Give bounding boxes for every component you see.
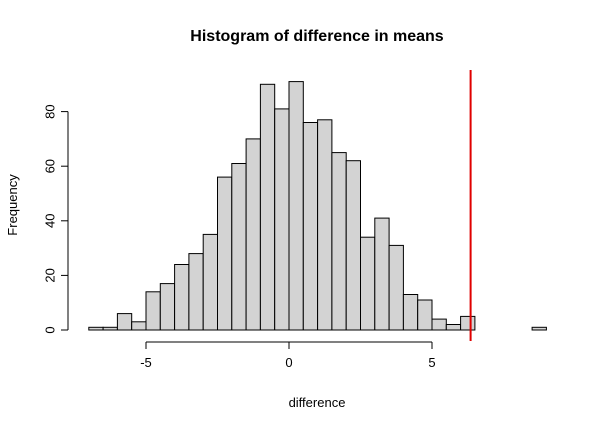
y-tick-label: 20 [43, 268, 58, 282]
x-axis-label: difference [289, 395, 346, 410]
histogram-bar [116, 313, 133, 331]
histogram-bar [417, 299, 433, 331]
histogram-bar [202, 233, 218, 331]
histogram-bar [374, 217, 390, 331]
y-tick-label: 80 [43, 104, 58, 118]
histogram-bar [145, 291, 161, 331]
histogram-bar [331, 152, 347, 331]
y-tick-label: 0 [43, 326, 58, 333]
histogram-bar [388, 244, 404, 331]
x-tick-label: 0 [285, 355, 292, 370]
x-tick-label: 5 [428, 355, 435, 370]
histogram-bar [402, 294, 419, 331]
histogram-bar [159, 283, 176, 331]
y-tick-label: 60 [43, 159, 58, 173]
histogram-bar [274, 108, 290, 331]
histogram-bar [102, 326, 118, 331]
histogram-bar [245, 138, 261, 331]
histogram-bar [302, 122, 319, 331]
histogram-bar [345, 160, 362, 331]
histogram-bar [88, 326, 104, 331]
histogram-bar [360, 236, 376, 331]
y-tick-label: 40 [43, 214, 58, 228]
chart-title: Histogram of difference in means [190, 28, 443, 45]
histogram-bar [317, 119, 333, 331]
histogram-bar [174, 264, 190, 331]
histogram-bar [445, 324, 462, 331]
histogram-bar [131, 321, 147, 331]
x-axis: -5 0 5 [140, 341, 436, 370]
histogram-bar [431, 318, 447, 331]
histogram-bar [531, 326, 547, 331]
histogram-bar [188, 253, 204, 331]
bars-group [88, 81, 547, 331]
histogram-bar [217, 176, 233, 331]
x-tick-label: -5 [140, 355, 152, 370]
y-axis: 0 20 40 60 80 [43, 104, 69, 334]
histogram-bar [460, 315, 476, 331]
histogram-bar [259, 83, 276, 331]
y-axis-label: Frequency [5, 174, 20, 236]
histogram-bar [231, 163, 247, 331]
histogram-bar [288, 81, 304, 331]
